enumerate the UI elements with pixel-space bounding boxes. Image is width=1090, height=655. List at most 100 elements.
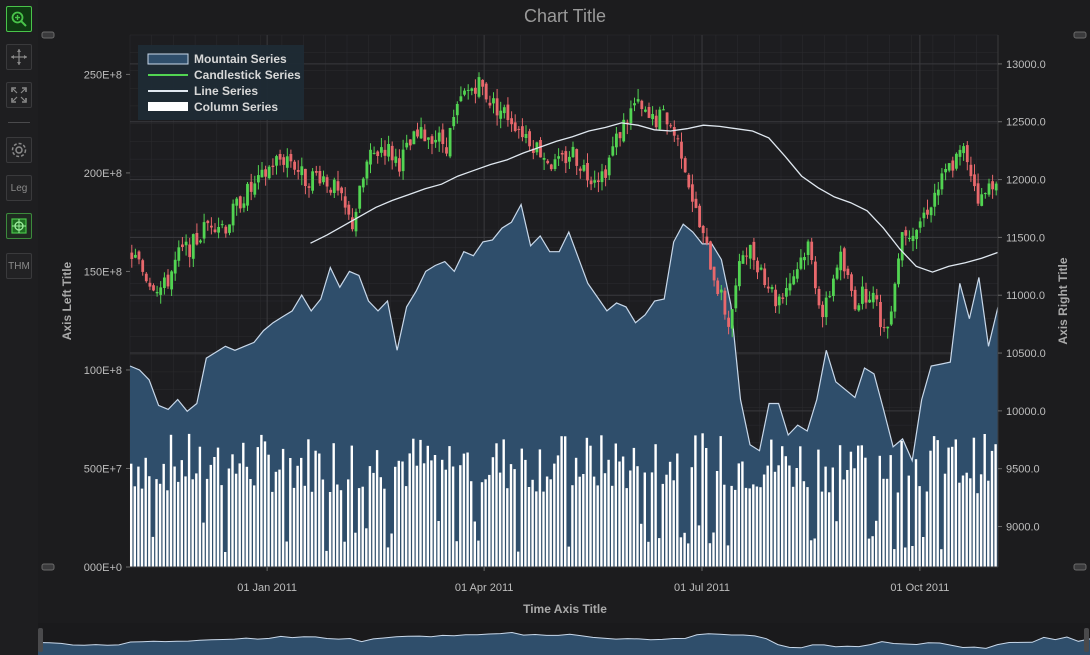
candlestick: [893, 282, 897, 319]
column-bar: [314, 450, 317, 567]
column-bar: [296, 465, 299, 567]
overview-handle-left[interactable]: [38, 628, 43, 652]
theme-icon[interactable]: THM: [6, 253, 32, 279]
crosshair-icon[interactable]: [6, 213, 32, 239]
candlestick: [170, 270, 173, 296]
candlestick: [889, 305, 893, 326]
candlestick: [578, 166, 582, 179]
candlestick: [481, 79, 484, 96]
candlestick: [582, 159, 586, 173]
column-bar: [929, 450, 932, 567]
candlestick: [824, 291, 828, 326]
column-bar: [878, 455, 881, 567]
pan-icon[interactable]: [6, 44, 32, 70]
legend-button-label: Leg: [10, 182, 28, 194]
x-axis: 01 Jan 2011 01 Apr 2011 01 Jul 2011 01 Oct …: [130, 566, 998, 616]
column-bar: [932, 436, 936, 567]
left-axis: 000E+0 500E+7 100E+8 150E+8 200E+8 250E+8 Axi…: [41, 31, 130, 574]
candlestick: [488, 95, 492, 109]
column-bar: [614, 443, 617, 567]
fullscreen-icon[interactable]: [6, 82, 32, 108]
y-right-tick-label: 13000.0: [1006, 59, 1046, 71]
candlestick: [882, 318, 886, 332]
right-axis-handle-top[interactable]: [1073, 31, 1087, 39]
column-bar: [477, 540, 480, 567]
zoom-extents-icon[interactable]: [6, 6, 32, 32]
column-bar: [705, 448, 708, 567]
candlestick: [683, 156, 687, 173]
candlestick: [401, 139, 405, 180]
candlestick: [846, 265, 850, 279]
candlestick: [188, 237, 192, 268]
column-bar: [553, 463, 556, 567]
legend-icon[interactable]: Leg: [6, 175, 32, 201]
column-bar: [535, 491, 538, 567]
candlestick: [658, 106, 662, 131]
column-bar: [683, 532, 686, 567]
column-bar: [893, 549, 896, 567]
column-bar: [422, 463, 426, 567]
candlestick: [293, 159, 296, 175]
candlestick: [676, 134, 680, 147]
candlestick: [857, 303, 861, 312]
candlestick: [466, 84, 470, 100]
settings-icon[interactable]: [6, 137, 32, 163]
candlestick: [611, 136, 615, 157]
chart-surface[interactable]: Chart Title 000E+0 500E+7 100E+8 150E+8 200E…: [38, 0, 1090, 655]
candlestick: [336, 170, 340, 196]
candlestick: [314, 165, 318, 176]
left-axis-handle-top[interactable]: [41, 31, 55, 39]
candlestick: [184, 234, 188, 256]
candlestick: [228, 224, 231, 236]
candlestick: [597, 172, 600, 193]
candlestick: [542, 152, 546, 170]
column-bar: [459, 465, 462, 567]
candlestick: [524, 125, 528, 144]
legend-swatch-column: [148, 102, 188, 111]
candlestick: [672, 120, 676, 142]
column-bar: [582, 474, 585, 567]
candlestick: [307, 183, 311, 198]
left-axis-handle-bottom[interactable]: [41, 563, 55, 571]
column-bar: [867, 538, 871, 567]
column-bar: [972, 437, 976, 567]
column-bar: [777, 465, 780, 567]
column-bar: [860, 445, 863, 567]
column-bar: [513, 469, 516, 567]
candlestick: [448, 127, 452, 159]
overview-area: [38, 632, 1090, 655]
column-series: [130, 433, 997, 567]
column-bar: [723, 484, 726, 567]
column-bar: [889, 455, 892, 567]
right-axis-handle-bottom[interactable]: [1073, 563, 1087, 571]
candlestick: [947, 163, 951, 173]
column-bar: [256, 447, 259, 567]
candlestick: [748, 244, 752, 269]
overview-handle-right[interactable]: [1084, 628, 1089, 652]
column-bar: [621, 456, 625, 567]
column-bar: [809, 540, 813, 567]
column-bar: [310, 491, 314, 567]
candlestick: [828, 291, 832, 299]
column-bar: [209, 464, 212, 567]
column-bar: [321, 479, 325, 567]
candlestick: [897, 253, 900, 288]
candlestick: [936, 182, 940, 205]
column-bar: [922, 537, 925, 567]
column-bar: [195, 473, 198, 567]
column-bar: [958, 482, 961, 567]
y-left-tick-label: 250E+8: [84, 69, 122, 81]
candlestick: [727, 310, 730, 335]
column-bar: [715, 471, 719, 567]
column-bar: [564, 436, 567, 567]
overview-scrollbar[interactable]: [38, 623, 1090, 655]
candlestick: [662, 105, 665, 111]
candlestick: [886, 326, 890, 339]
column-bar: [220, 485, 223, 567]
column-bar: [227, 468, 231, 567]
candlestick: [427, 137, 430, 149]
column-bar: [169, 434, 173, 567]
candlestick: [332, 177, 336, 198]
column-bar: [629, 470, 632, 567]
candlestick: [369, 143, 372, 174]
